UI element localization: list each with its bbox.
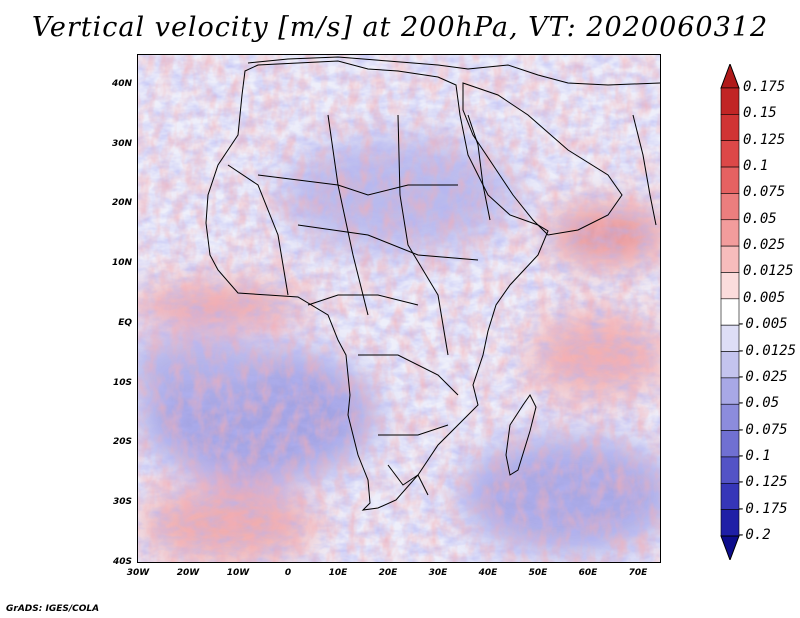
colorbar-bottom-arrow: [720, 535, 740, 560]
madagascar: [505, 394, 537, 476]
border-6: [378, 424, 449, 436]
colorbar-bin: [720, 193, 740, 221]
colorbar-bin: [720, 166, 740, 194]
arabian-peninsula: [462, 82, 623, 236]
lat-label: 20S: [112, 437, 132, 447]
lon-label: 20W: [176, 568, 200, 578]
border-3: [397, 114, 449, 356]
lat-label: 30N: [111, 139, 132, 149]
noise-red: [138, 55, 660, 562]
europe-south: [247, 56, 660, 86]
lat-label: EQ: [118, 318, 132, 328]
colorbar-tick-label: 0.125: [743, 131, 786, 148]
colorbar-tick-label: 0.05: [743, 210, 777, 227]
colorbar-tick-label: -0.025: [737, 368, 788, 385]
lon-label: 40E: [478, 568, 498, 578]
border-9: [387, 464, 429, 496]
lat-label: 40N: [111, 79, 132, 89]
india-west: [632, 114, 657, 226]
border-2: [327, 114, 369, 316]
border-7: [227, 164, 289, 296]
colorbar-top-arrow: [720, 64, 740, 89]
africa-coastline: [205, 60, 549, 511]
colorbar-tick-label: -0.0125: [737, 342, 797, 359]
lat-label: 10N: [111, 258, 132, 268]
colorbar-tick-label: -0.175: [737, 500, 788, 517]
colorbar-bin: [720, 219, 740, 247]
lat-label: 30S: [112, 497, 132, 507]
lon-label: 0: [284, 568, 292, 578]
lon-label: 60E: [578, 568, 598, 578]
lat-label: 40S: [112, 557, 132, 567]
lat-label: 10S: [112, 378, 132, 388]
colorbar-tick-label: 0.0125: [743, 263, 794, 280]
lon-label: 20E: [378, 568, 398, 578]
lat-label: 20N: [111, 198, 132, 208]
border-10: [467, 114, 491, 221]
colorbar-bin: [720, 114, 740, 142]
lon-label: 10E: [328, 568, 348, 578]
lon-label: 30W: [126, 568, 150, 578]
lon-label: 10W: [226, 568, 250, 578]
border-8: [307, 294, 419, 306]
colorbar-tick-label: 0.1: [743, 158, 769, 175]
lon-label: 70E: [628, 568, 648, 578]
colorbar-tick-label: -0.005: [737, 316, 788, 333]
map-title: Vertical velocity [m/s] at 200hPa, VT: 2…: [31, 12, 769, 43]
border-1: [257, 174, 458, 196]
colorbar-bin: [720, 140, 740, 168]
map-plot-area: [137, 54, 661, 563]
colorbar-tick-label: 0.075: [743, 184, 786, 201]
border-4: [297, 224, 479, 261]
colorbar-tick-label: 0.15: [743, 105, 777, 122]
lon-label: 50E: [528, 568, 548, 578]
colorbar-tick-label: 0.175: [743, 79, 786, 95]
colorbar-bin: [720, 272, 740, 300]
colorbar: [720, 64, 740, 560]
grads-credit: GrADS: IGES/COLA: [6, 604, 100, 614]
colorbar-tick-label: -0.2: [737, 527, 771, 543]
colorbar-tick-label: 0.005: [743, 289, 786, 306]
colorbar-tick-label: -0.125: [737, 474, 788, 491]
coastlines-and-borders: [205, 56, 660, 511]
colorbar-tick-label: -0.1: [737, 447, 771, 464]
colorbar-tick-label: 0.025: [743, 237, 786, 254]
colorbar-bin: [720, 245, 740, 273]
colorbar-tick-label: -0.05: [737, 395, 780, 412]
lon-label: 30E: [428, 568, 448, 578]
colorbar-bin: [720, 87, 740, 115]
colorbar-tick-label: -0.075: [737, 421, 788, 438]
border-5: [358, 354, 459, 396]
